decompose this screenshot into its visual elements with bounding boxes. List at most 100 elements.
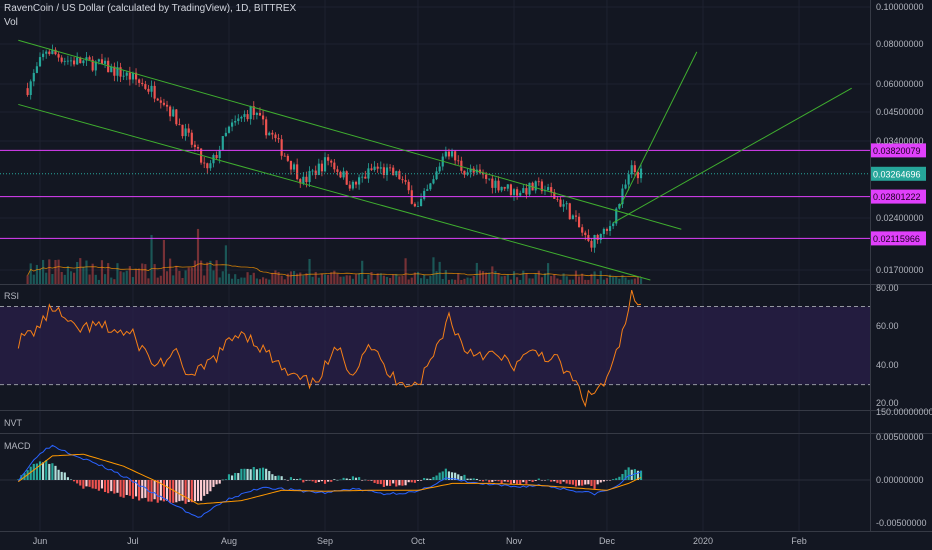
price-pane[interactable]: 0.03820079 0.02801222 0.02115966 0.03264696 <box>0 39 926 284</box>
candle <box>584 232 587 236</box>
trendlines[interactable] <box>18 39 852 281</box>
candle <box>444 151 447 157</box>
volume-bar <box>280 275 283 284</box>
macd-histogram-bar <box>48 463 51 480</box>
volume-bar <box>299 272 302 284</box>
volume-bar <box>193 260 196 284</box>
macd-histogram-bar <box>172 480 175 503</box>
macd-histogram-bar <box>463 474 466 480</box>
candle <box>354 181 358 185</box>
macd-histogram-bar <box>302 480 305 483</box>
volume-bar <box>333 270 336 284</box>
volume-bar <box>277 272 280 284</box>
macd-histogram-bar <box>268 471 271 480</box>
volume-bar <box>240 277 243 284</box>
macd-histogram-bar <box>336 479 339 481</box>
candle <box>193 144 196 148</box>
macd-histogram-bar <box>252 466 255 480</box>
macd-pane[interactable] <box>0 444 870 518</box>
macd-histogram-bar <box>103 480 107 492</box>
candle <box>268 132 271 136</box>
candle <box>358 177 361 185</box>
macd-histogram-bar <box>88 480 91 487</box>
macd-histogram-bar <box>584 480 587 485</box>
price-axis[interactable]: 0.10000000 0.08000000 0.06000000 0.04500000… <box>876 2 932 528</box>
candle <box>265 119 268 136</box>
volume-bar <box>525 273 528 284</box>
candle <box>612 223 615 227</box>
volume-bar <box>639 278 643 284</box>
candle <box>398 171 401 180</box>
macd-histogram-bar <box>382 480 385 487</box>
pane-separators[interactable] <box>0 0 932 532</box>
candle <box>128 72 131 80</box>
price-tick-label: 0.01700000 <box>876 265 924 275</box>
volume-bar <box>91 263 94 284</box>
candle <box>42 53 45 58</box>
horizontal-levels[interactable]: 0.03820079 0.02801222 0.02115966 0.03264696 <box>0 143 926 246</box>
macd-histogram-bar <box>410 480 413 483</box>
macd-histogram-bar <box>54 465 57 480</box>
candle <box>389 167 392 169</box>
macd-histogram-bar <box>339 479 342 481</box>
macd-histogram-bar <box>141 480 144 499</box>
volume-bar <box>54 260 57 284</box>
macd-histogram-bar <box>432 476 435 480</box>
candle <box>97 59 100 62</box>
macd-histogram-bar <box>35 463 38 480</box>
macd-histogram-bar <box>296 479 299 480</box>
candle <box>85 57 88 61</box>
candle <box>615 208 618 224</box>
candle <box>630 165 633 175</box>
rsi-label: RSI <box>4 291 20 301</box>
candle <box>107 60 110 73</box>
candle <box>246 114 249 120</box>
macd-label: MACD <box>4 441 31 451</box>
candle <box>54 49 57 55</box>
volume-bar <box>466 277 469 284</box>
candle <box>274 134 277 139</box>
macd-histogram-bar <box>478 480 482 481</box>
candle <box>45 51 48 54</box>
volume-bar <box>581 273 584 284</box>
macd-histogram-bar <box>562 480 565 482</box>
candle <box>209 163 212 169</box>
macd-histogram-bar <box>323 480 327 484</box>
macd-histogram-bar <box>265 468 268 480</box>
volume-bar <box>395 273 398 284</box>
candle <box>317 163 320 175</box>
time-axis[interactable]: Jun Jul Aug Sep Oct Nov Dec 2020 Feb <box>33 536 807 546</box>
time-tick-label: Sep <box>317 536 333 546</box>
volume-bar <box>624 277 627 284</box>
candle <box>327 157 330 161</box>
rsi-tick-label: 60.00 <box>876 321 899 331</box>
macd-histogram-bar <box>286 480 289 481</box>
macd-histogram-bar <box>612 479 615 480</box>
volume-bar <box>76 261 79 284</box>
macd-histogram-bar <box>519 480 522 485</box>
candle <box>150 85 153 92</box>
candle <box>627 174 630 185</box>
macd-histogram-bar <box>395 480 398 487</box>
macd-histogram-bar <box>602 480 605 482</box>
rsi-pane[interactable] <box>0 289 870 408</box>
macd-histogram-bar <box>407 480 410 483</box>
volume-bar <box>107 263 110 284</box>
candle <box>590 240 593 248</box>
volume-bar <box>221 271 224 284</box>
macd-histogram-bar <box>289 477 293 480</box>
volume-bar <box>330 272 333 284</box>
macd-histogram-bar <box>91 480 94 489</box>
macd-histogram-bar <box>165 480 169 501</box>
volume-bar <box>423 274 426 284</box>
volume-bar <box>398 276 401 284</box>
volume-bar <box>432 257 435 284</box>
rsi-tick-label: 40.00 <box>876 360 899 370</box>
candle <box>184 128 187 137</box>
macd-histogram-bar <box>370 480 373 481</box>
macd-histogram-bar <box>345 478 348 480</box>
volume-bar <box>413 272 416 284</box>
macd-histogram-bar <box>327 480 330 482</box>
candle <box>565 203 568 205</box>
